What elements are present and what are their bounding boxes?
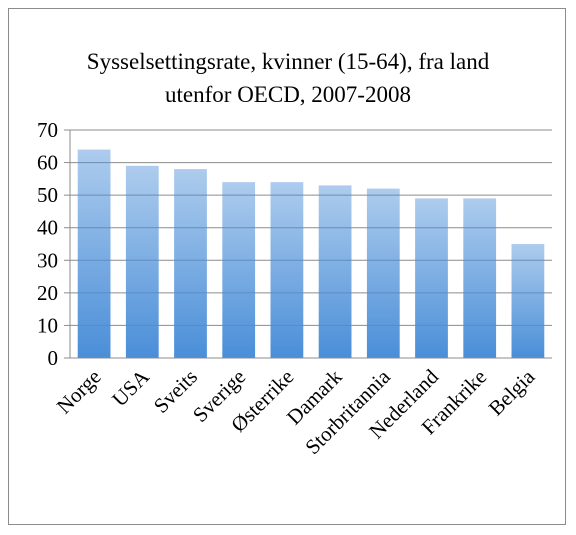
y-tick-label: 40	[37, 216, 58, 240]
bar	[463, 198, 497, 358]
x-tick-label: Norge	[52, 365, 106, 419]
bar	[125, 165, 159, 358]
y-tick-label: 0	[48, 346, 59, 370]
y-tick-label: 50	[37, 183, 58, 207]
bar	[270, 182, 304, 358]
x-tick-label: USA	[107, 364, 154, 411]
y-tick-label: 20	[37, 281, 58, 305]
y-tick-label: 70	[37, 118, 58, 142]
bar	[318, 185, 352, 358]
x-tick-label: Belgia	[484, 364, 540, 420]
y-tick-label: 60	[37, 151, 58, 175]
bar	[511, 244, 545, 358]
chart-title: Sysselsettingsrate, kvinner (15-64), fra…	[86, 49, 490, 107]
bar	[174, 169, 207, 358]
bar	[366, 188, 400, 358]
y-tick-label: 10	[37, 313, 58, 337]
bar	[415, 198, 448, 358]
bar	[222, 182, 256, 358]
bar	[77, 149, 111, 358]
chart-frame	[8, 8, 566, 525]
y-tick-label: 30	[37, 248, 58, 272]
